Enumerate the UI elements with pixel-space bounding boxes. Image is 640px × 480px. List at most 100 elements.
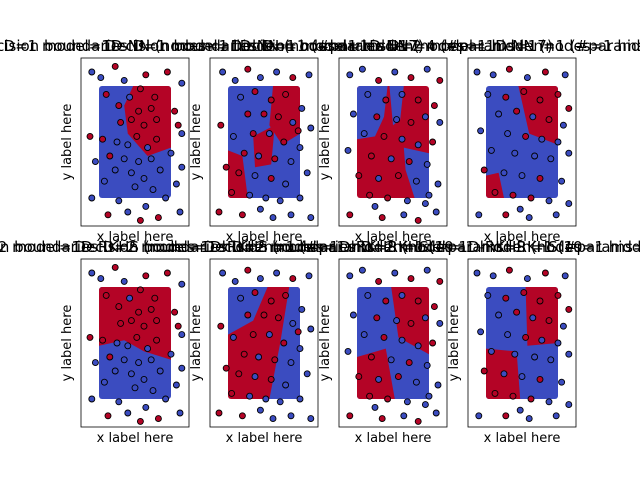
data-point <box>378 214 386 222</box>
data-point <box>436 118 444 126</box>
subplot-6: Decision boundaries D=2 model=1D-RKHS (n… <box>0 238 583 446</box>
data-point <box>163 269 171 277</box>
data-point <box>367 353 375 361</box>
data-point <box>307 325 315 333</box>
data-point <box>480 367 488 375</box>
data-point <box>382 297 390 305</box>
data-point <box>162 395 170 403</box>
data-point <box>518 373 526 381</box>
data-point <box>156 166 164 174</box>
data-point <box>364 291 372 299</box>
data-point <box>294 328 302 336</box>
data-point <box>229 132 237 140</box>
data-point <box>274 314 282 322</box>
data-point <box>346 272 354 280</box>
axes-frame <box>80 57 190 227</box>
data-point <box>91 359 99 367</box>
data-point <box>142 71 150 79</box>
region-class-red <box>518 86 558 145</box>
data-point <box>240 350 248 358</box>
data-point <box>414 141 422 149</box>
data-point <box>477 328 485 336</box>
data-point <box>127 169 135 177</box>
data-point <box>251 88 259 96</box>
subplot-title: Decision boundaries D=2 model=1D-RKHS (n… <box>74 238 640 256</box>
data-point <box>527 194 535 202</box>
data-point <box>380 132 388 140</box>
subplot-3: Decision boundaries D=1 model=1D-NN (nod… <box>105 37 640 245</box>
data-point <box>484 291 492 299</box>
data-point <box>375 174 383 182</box>
data-point <box>516 205 524 213</box>
data-point <box>545 197 553 205</box>
data-point <box>262 194 270 202</box>
data-point <box>529 113 537 121</box>
data-point <box>273 68 281 76</box>
data-point <box>117 319 125 327</box>
data-point <box>162 194 170 202</box>
data-point <box>373 113 381 121</box>
data-point <box>565 149 573 157</box>
subplot-5: Decision boundaries D=2 model=1D-RKHS (n… <box>0 238 454 446</box>
data-point <box>144 345 152 353</box>
data-point <box>246 392 254 400</box>
data-point <box>147 155 155 163</box>
data-point <box>260 110 268 118</box>
data-point <box>305 71 313 79</box>
data-point <box>178 364 186 372</box>
data-point <box>393 116 401 124</box>
subplot-title: Decision boundaries D=1 model=1D-NN (nod… <box>105 37 640 55</box>
axes-frame <box>467 258 577 428</box>
data-point <box>525 415 533 423</box>
data-point <box>231 277 239 285</box>
data-point <box>561 71 569 79</box>
subplot-grid: Decision boundaries D=1 model=1D-NN (nod… <box>0 37 640 446</box>
data-point <box>97 74 105 82</box>
data-point <box>127 116 135 124</box>
data-point <box>513 107 521 115</box>
data-point <box>267 375 275 383</box>
data-point <box>423 160 431 168</box>
data-point <box>565 350 573 358</box>
data-point <box>407 319 415 327</box>
data-point <box>393 317 401 325</box>
data-point <box>135 359 143 367</box>
data-point <box>487 146 495 154</box>
data-point <box>276 398 284 406</box>
data-point <box>473 269 481 277</box>
data-point <box>303 169 311 177</box>
data-point <box>115 102 123 110</box>
data-point <box>265 331 273 339</box>
data-point <box>176 208 184 216</box>
y-axis-label: y label here <box>60 305 75 382</box>
data-point <box>124 208 132 216</box>
scatter-points <box>344 65 444 224</box>
data-point <box>502 211 510 219</box>
data-point <box>344 146 352 154</box>
data-point <box>380 333 388 341</box>
data-point <box>423 266 431 274</box>
data-point <box>88 395 96 403</box>
data-point <box>238 412 246 420</box>
data-point <box>102 90 110 98</box>
y-axis-label: y label here <box>318 305 333 382</box>
data-point <box>489 71 497 79</box>
data-point <box>405 359 413 367</box>
data-point <box>407 275 415 283</box>
data-point <box>249 130 257 138</box>
data-point <box>561 272 569 280</box>
y-axis-label: y label here <box>447 305 462 382</box>
scatter-points <box>473 266 573 423</box>
y-axis-label: y label here <box>189 104 204 181</box>
data-point <box>398 291 406 299</box>
data-point <box>126 93 134 101</box>
data-point <box>373 314 381 322</box>
x-axis-label: x label here <box>226 431 303 446</box>
data-point <box>140 174 148 182</box>
data-point <box>367 152 375 160</box>
data-point <box>489 272 497 280</box>
data-point <box>559 322 567 330</box>
data-point <box>287 211 295 219</box>
data-point <box>554 339 562 347</box>
scatter-points <box>344 266 444 425</box>
